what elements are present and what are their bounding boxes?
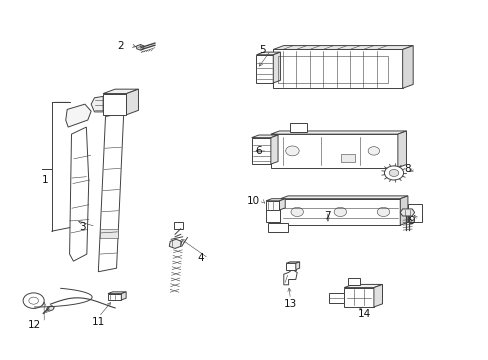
- Polygon shape: [251, 135, 278, 138]
- Bar: [278, 56, 387, 83]
- Polygon shape: [285, 262, 299, 263]
- Text: 4: 4: [197, 253, 203, 263]
- Circle shape: [333, 207, 346, 216]
- Polygon shape: [273, 46, 412, 49]
- Polygon shape: [265, 199, 285, 201]
- Bar: [270, 134, 397, 168]
- Bar: [289, 123, 306, 132]
- Polygon shape: [256, 55, 273, 83]
- Text: 10: 10: [246, 196, 259, 206]
- Polygon shape: [344, 288, 373, 307]
- Bar: [268, 224, 287, 232]
- Polygon shape: [295, 262, 299, 270]
- Polygon shape: [399, 209, 414, 216]
- Polygon shape: [126, 89, 138, 115]
- Circle shape: [290, 207, 303, 216]
- Polygon shape: [65, 104, 91, 127]
- Polygon shape: [108, 294, 121, 300]
- Polygon shape: [136, 45, 143, 50]
- Text: 6: 6: [255, 146, 262, 156]
- Polygon shape: [285, 263, 295, 270]
- Text: 5: 5: [259, 45, 265, 55]
- Text: 9: 9: [407, 216, 414, 226]
- Text: 2: 2: [117, 41, 124, 51]
- Circle shape: [285, 146, 299, 156]
- Polygon shape: [256, 52, 280, 55]
- Polygon shape: [103, 94, 126, 115]
- Polygon shape: [283, 270, 297, 285]
- Polygon shape: [270, 135, 278, 164]
- Bar: [265, 204, 280, 222]
- Polygon shape: [279, 199, 285, 210]
- Text: 14: 14: [357, 309, 370, 319]
- Bar: [340, 153, 354, 162]
- Polygon shape: [399, 196, 407, 225]
- Text: 8: 8: [403, 164, 410, 174]
- Polygon shape: [91, 96, 103, 112]
- Polygon shape: [251, 138, 270, 164]
- Circle shape: [388, 170, 398, 176]
- Bar: [407, 204, 422, 222]
- Bar: [100, 229, 118, 238]
- Text: 1: 1: [42, 175, 49, 185]
- Polygon shape: [402, 46, 412, 88]
- Polygon shape: [103, 89, 138, 94]
- Polygon shape: [273, 52, 280, 83]
- Polygon shape: [169, 239, 182, 248]
- Text: 12: 12: [28, 320, 41, 330]
- Polygon shape: [280, 196, 407, 199]
- Circle shape: [367, 147, 379, 155]
- Bar: [328, 293, 344, 303]
- Text: 13: 13: [284, 299, 297, 309]
- Polygon shape: [270, 131, 406, 134]
- Polygon shape: [397, 131, 406, 168]
- Polygon shape: [121, 292, 126, 300]
- Polygon shape: [344, 284, 382, 288]
- Polygon shape: [373, 284, 382, 307]
- Polygon shape: [69, 127, 89, 261]
- Polygon shape: [46, 306, 54, 311]
- Circle shape: [384, 166, 403, 180]
- Bar: [174, 222, 183, 229]
- Polygon shape: [265, 201, 279, 210]
- Text: 3: 3: [79, 221, 86, 231]
- Polygon shape: [108, 292, 126, 294]
- Bar: [273, 49, 402, 88]
- Polygon shape: [98, 113, 123, 272]
- Bar: [280, 199, 399, 225]
- Bar: [347, 278, 359, 285]
- Circle shape: [376, 207, 389, 216]
- Circle shape: [23, 293, 44, 309]
- Text: 7: 7: [323, 211, 329, 221]
- Text: 11: 11: [92, 317, 105, 327]
